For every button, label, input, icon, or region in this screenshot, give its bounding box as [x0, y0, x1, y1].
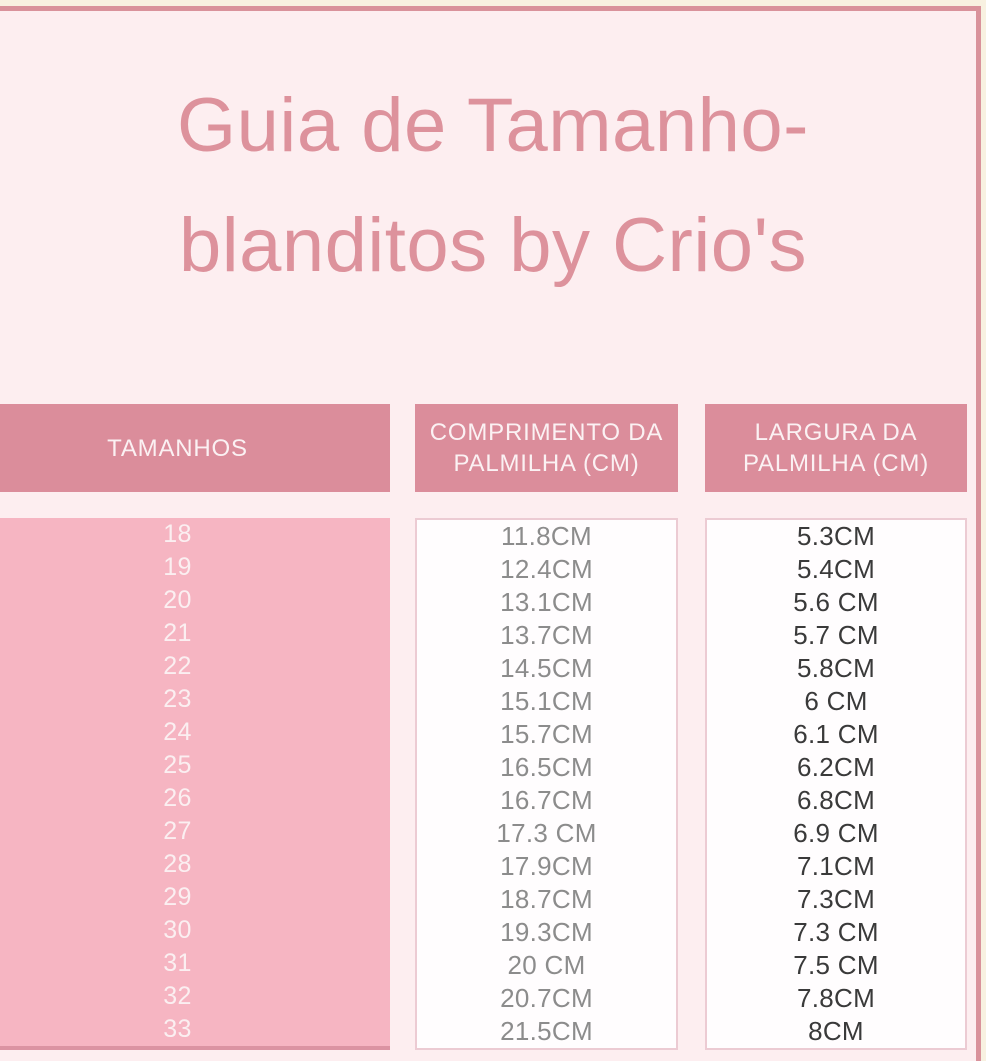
length-cell: 17.9CM: [500, 851, 593, 881]
size-cell: 24: [163, 718, 192, 746]
length-cell: 20.7CM: [500, 983, 593, 1013]
length-cell: 13.7CM: [500, 620, 593, 650]
length-cell: 18.7CM: [500, 884, 593, 914]
size-cell: 18: [163, 520, 192, 548]
column-insole-length: COMPRIMENTO DA PALMILHA (CM) 11.8CM 12.4…: [415, 404, 678, 1050]
header-gap: [0, 492, 390, 518]
size-cell: 23: [163, 685, 192, 713]
length-cell: 19.3CM: [500, 917, 593, 947]
header-gap: [415, 492, 678, 518]
width-cell: 6.9 CM: [793, 818, 879, 848]
size-table: TAMANHOS 18 19 20 21 22 23 24 25 26 27 2…: [0, 404, 967, 1050]
width-cell: 8CM: [808, 1016, 864, 1046]
length-cell: 21.5CM: [500, 1016, 593, 1046]
width-databox: 5.3CM 5.4CM 5.6 CM 5.7 CM 5.8CM 6 CM 6.1…: [705, 518, 967, 1050]
width-cell: 6.2CM: [796, 752, 876, 782]
column-insole-width: LARGURA DA PALMILHA (CM) 5.3CM 5.4CM 5.6…: [705, 404, 967, 1050]
length-cell: 15.7CM: [500, 719, 593, 749]
size-cell: 33: [163, 1015, 192, 1043]
length-cell: 15.1CM: [500, 686, 593, 716]
width-cell: 5.3CM: [796, 521, 876, 551]
size-cell: 19: [163, 553, 192, 581]
width-cell: 7.3CM: [796, 884, 876, 914]
size-cell: 28: [163, 850, 192, 878]
column-header-comprimento: COMPRIMENTO DA PALMILHA (CM): [415, 404, 678, 492]
length-cell: 17.3 CM: [496, 818, 597, 848]
length-cell: 20 CM: [507, 950, 586, 980]
sizes-databox: 18 19 20 21 22 23 24 25 26 27 28 29 30 3…: [0, 518, 390, 1050]
size-cell: 29: [163, 883, 192, 911]
size-cell: 27: [163, 817, 192, 845]
length-databox: 11.8CM 12.4CM 13.1CM 13.7CM 14.5CM 15.1C…: [415, 518, 678, 1050]
length-cell: 16.7CM: [500, 785, 593, 815]
width-cell: 5.7 CM: [793, 620, 879, 650]
size-cell: 20: [163, 586, 192, 614]
column-header-tamanhos: TAMANHOS: [0, 404, 390, 492]
column-sizes: TAMANHOS 18 19 20 21 22 23 24 25 26 27 2…: [0, 404, 390, 1050]
width-cell: 5.6 CM: [793, 587, 879, 617]
width-cell: 7.8CM: [796, 983, 876, 1013]
width-cell: 7.1CM: [796, 851, 876, 881]
width-cell: 5.4CM: [796, 554, 876, 584]
page-title-line2: blanditos by Crio's: [178, 203, 808, 288]
length-cell: 11.8CM: [501, 521, 592, 551]
size-cell: 30: [163, 916, 192, 944]
page-title: Guia de Tamanho- blanditos by Crio's: [0, 66, 986, 306]
length-cell: 13.1CM: [500, 587, 593, 617]
size-cell: 21: [163, 619, 192, 647]
size-cell: 22: [163, 652, 192, 680]
width-cell: 6 CM: [804, 686, 868, 716]
length-cell: 16.5CM: [500, 752, 593, 782]
column-header-largura: LARGURA DA PALMILHA (CM): [705, 404, 967, 492]
width-cell: 6.1 CM: [793, 719, 879, 749]
size-cell: 31: [163, 949, 192, 977]
width-cell: 7.5 CM: [793, 950, 879, 980]
size-cell: 32: [163, 982, 192, 1010]
header-gap: [705, 492, 967, 518]
size-cell: 25: [163, 751, 192, 779]
width-cell: 6.8CM: [796, 785, 876, 815]
width-cell: 7.3 CM: [793, 917, 879, 947]
width-cell: 5.8CM: [796, 653, 876, 683]
length-cell: 12.4CM: [500, 554, 593, 584]
length-cell: 14.5CM: [500, 653, 593, 683]
page-title-line1: Guia de Tamanho-: [177, 83, 809, 168]
size-cell: 26: [163, 784, 192, 812]
